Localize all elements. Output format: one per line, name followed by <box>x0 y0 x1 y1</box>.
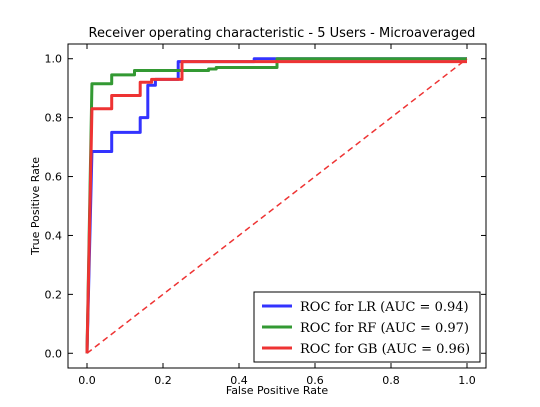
series-line-1 <box>85 57 467 354</box>
y-tick-label: 1.0 <box>45 53 63 66</box>
y-tick-label: 0.4 <box>45 229 63 242</box>
y-tick-label: 0.8 <box>45 112 63 125</box>
y-tick-label: 0.2 <box>45 288 63 301</box>
legend-label: ROC for GB (AUC = 0.96) <box>300 342 470 357</box>
x-tick-label: 1.0 <box>458 374 476 387</box>
legend: ROC for LR (AUC = 0.94) ROC for RF (AUC =… <box>253 291 481 363</box>
x-tick-label: 0.4 <box>230 374 248 387</box>
x-axis-label: False Positive Rate <box>226 384 328 397</box>
y-axis-label: True Positive Rate <box>29 157 42 256</box>
x-tick-label: 0.6 <box>306 374 324 387</box>
reference-diagonal <box>86 58 468 354</box>
chart-title: Receiver operating characteristic - 5 Us… <box>89 26 476 41</box>
x-tick-label: 0.8 <box>382 374 400 387</box>
x-tick-label: 0.0 <box>78 374 96 387</box>
series-layer <box>85 57 468 354</box>
x-tick-label: 0.2 <box>154 374 172 387</box>
series-line-2 <box>85 60 467 354</box>
legend-label: ROC for LR (AUC = 0.94) <box>300 300 469 315</box>
legend-label: ROC for RF (AUC = 0.97) <box>300 321 469 336</box>
y-tick-label: 0.6 <box>45 171 63 184</box>
axis-ticks: 0.0 0.2 0.4 0.6 0.8 1.0 0.0 0.2 0.4 0.6 0.8 1.0 <box>45 44 486 387</box>
y-tick-label: 0.0 <box>45 347 63 360</box>
